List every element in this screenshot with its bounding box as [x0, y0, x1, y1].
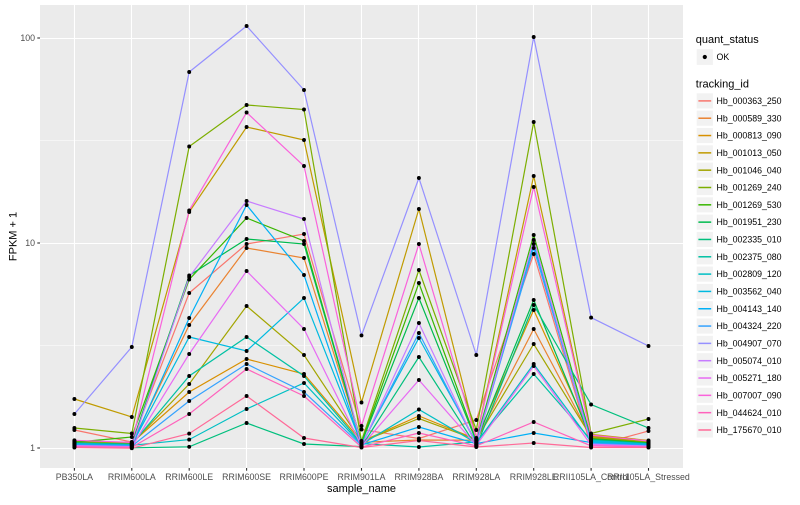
- svg-text:Hb_004143_140: Hb_004143_140: [717, 304, 782, 314]
- svg-text:Hb_001269_240: Hb_001269_240: [717, 183, 782, 193]
- svg-text:tracking_id: tracking_id: [696, 79, 749, 91]
- svg-text:Hb_001013_050: Hb_001013_050: [717, 148, 782, 158]
- svg-text:Hb_001269_530: Hb_001269_530: [717, 200, 782, 210]
- svg-text:sample_name: sample_name: [327, 483, 396, 495]
- svg-text:PB350LA: PB350LA: [56, 472, 93, 482]
- svg-text:RRIM928BA: RRIM928BA: [394, 472, 443, 482]
- svg-text:RRII105LA_Stressed: RRII105LA_Stressed: [607, 472, 690, 482]
- svg-text:1: 1: [30, 443, 35, 453]
- svg-text:Hb_000589_330: Hb_000589_330: [717, 113, 782, 123]
- svg-text:100: 100: [20, 33, 35, 43]
- svg-text:10: 10: [25, 238, 35, 248]
- svg-text:Hb_004324_220: Hb_004324_220: [717, 321, 782, 331]
- svg-text:Hb_001046_040: Hb_001046_040: [717, 165, 782, 175]
- svg-text:Hb_007007_090: Hb_007007_090: [717, 390, 782, 400]
- svg-text:RRIM600LA: RRIM600LA: [108, 472, 156, 482]
- svg-text:Hb_002809_120: Hb_002809_120: [717, 269, 782, 279]
- svg-text:Hb_005074_010: Hb_005074_010: [717, 356, 782, 366]
- svg-text:Hb_003562_040: Hb_003562_040: [717, 287, 782, 297]
- svg-text:RRIM928LA: RRIM928LA: [452, 472, 500, 482]
- svg-text:RRIM600SE: RRIM600SE: [222, 472, 271, 482]
- svg-text:Hb_002335_010: Hb_002335_010: [717, 235, 782, 245]
- svg-text:Hb_005271_180: Hb_005271_180: [717, 373, 782, 383]
- svg-text:Hb_044624_010: Hb_044624_010: [717, 408, 782, 418]
- svg-text:RRIM600LE: RRIM600LE: [165, 472, 213, 482]
- svg-text:Hb_002375_080: Hb_002375_080: [717, 252, 782, 262]
- svg-text:Hb_000813_090: Hb_000813_090: [717, 131, 782, 141]
- svg-text:Hb_175670_010: Hb_175670_010: [717, 425, 782, 435]
- svg-text:RRII105LA_Control: RRII105LA_Control: [553, 472, 629, 482]
- svg-text:Hb_000363_250: Hb_000363_250: [717, 96, 782, 106]
- svg-text:RRIM901LA: RRIM901LA: [338, 472, 386, 482]
- svg-text:FPKM + 1: FPKM + 1: [8, 212, 20, 261]
- svg-text:RRIM600PE: RRIM600PE: [280, 472, 329, 482]
- svg-text:Hb_004907_070: Hb_004907_070: [717, 338, 782, 348]
- svg-text:OK: OK: [717, 52, 730, 62]
- svg-text:RRIM928LE: RRIM928LE: [510, 472, 558, 482]
- svg-text:quant_status: quant_status: [696, 34, 759, 46]
- svg-text:Hb_001951_230: Hb_001951_230: [717, 217, 782, 227]
